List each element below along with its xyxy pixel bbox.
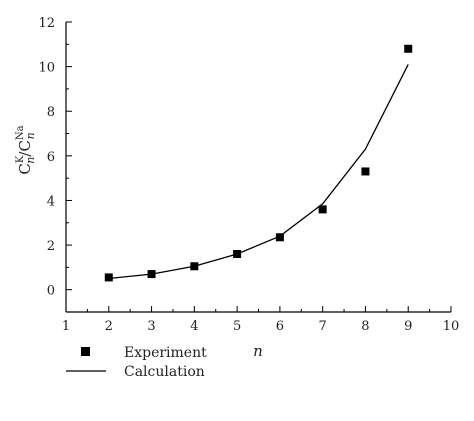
experiment-point xyxy=(104,273,113,282)
legend-experiment-label: Experiment xyxy=(124,345,207,361)
calculation-series xyxy=(108,64,409,280)
y-title-sup-den: Na xyxy=(15,125,26,140)
legend: Experiment Calculation xyxy=(66,345,207,380)
y-title-sub-den: n xyxy=(24,132,37,139)
legend-calculation-label: Calculation xyxy=(124,364,205,380)
y-axis-title: CKn/CNan xyxy=(15,125,37,174)
y-tick-label: 4 xyxy=(47,194,55,209)
x-tick-label: 3 xyxy=(147,319,155,334)
y-tick-label: 6 xyxy=(47,150,55,165)
y-tick-label: 2 xyxy=(47,239,55,254)
y-tick-label: 12 xyxy=(38,16,55,31)
experiment-point xyxy=(190,262,199,271)
y-title-base-num: C xyxy=(16,163,34,174)
legend-experiment-marker xyxy=(81,347,90,356)
y-title-separator: / xyxy=(16,151,34,157)
axes xyxy=(65,22,451,313)
experiment-series xyxy=(104,44,413,282)
x-tick-label: 7 xyxy=(319,319,327,334)
x-axis-title: n xyxy=(253,342,263,360)
x-tick-label: 4 xyxy=(190,319,198,334)
y-title-sup-num: K xyxy=(15,155,26,163)
calculation-line xyxy=(108,64,409,280)
x-tick-label: 1 xyxy=(62,319,70,334)
x-tick-label: 6 xyxy=(276,319,284,334)
experiment-point xyxy=(233,250,242,258)
y-tick-label: 10 xyxy=(38,61,55,76)
y-title-sub-num: n xyxy=(24,157,37,164)
experiment-point xyxy=(404,44,413,53)
y-tick-label: 8 xyxy=(47,105,55,120)
x-tick-label: 5 xyxy=(233,319,241,334)
y-tick-label: 0 xyxy=(47,284,55,299)
experiment-point xyxy=(275,233,284,242)
x-tick-label: 8 xyxy=(361,319,369,334)
experiment-point xyxy=(147,270,156,279)
x-tick-label: 9 xyxy=(404,319,412,334)
x-tick-label: 10 xyxy=(443,319,460,334)
experiment-point xyxy=(318,205,327,214)
x-tick-label: 2 xyxy=(105,319,113,334)
y-title-base-den: C xyxy=(16,140,34,151)
experiment-point xyxy=(361,167,370,176)
